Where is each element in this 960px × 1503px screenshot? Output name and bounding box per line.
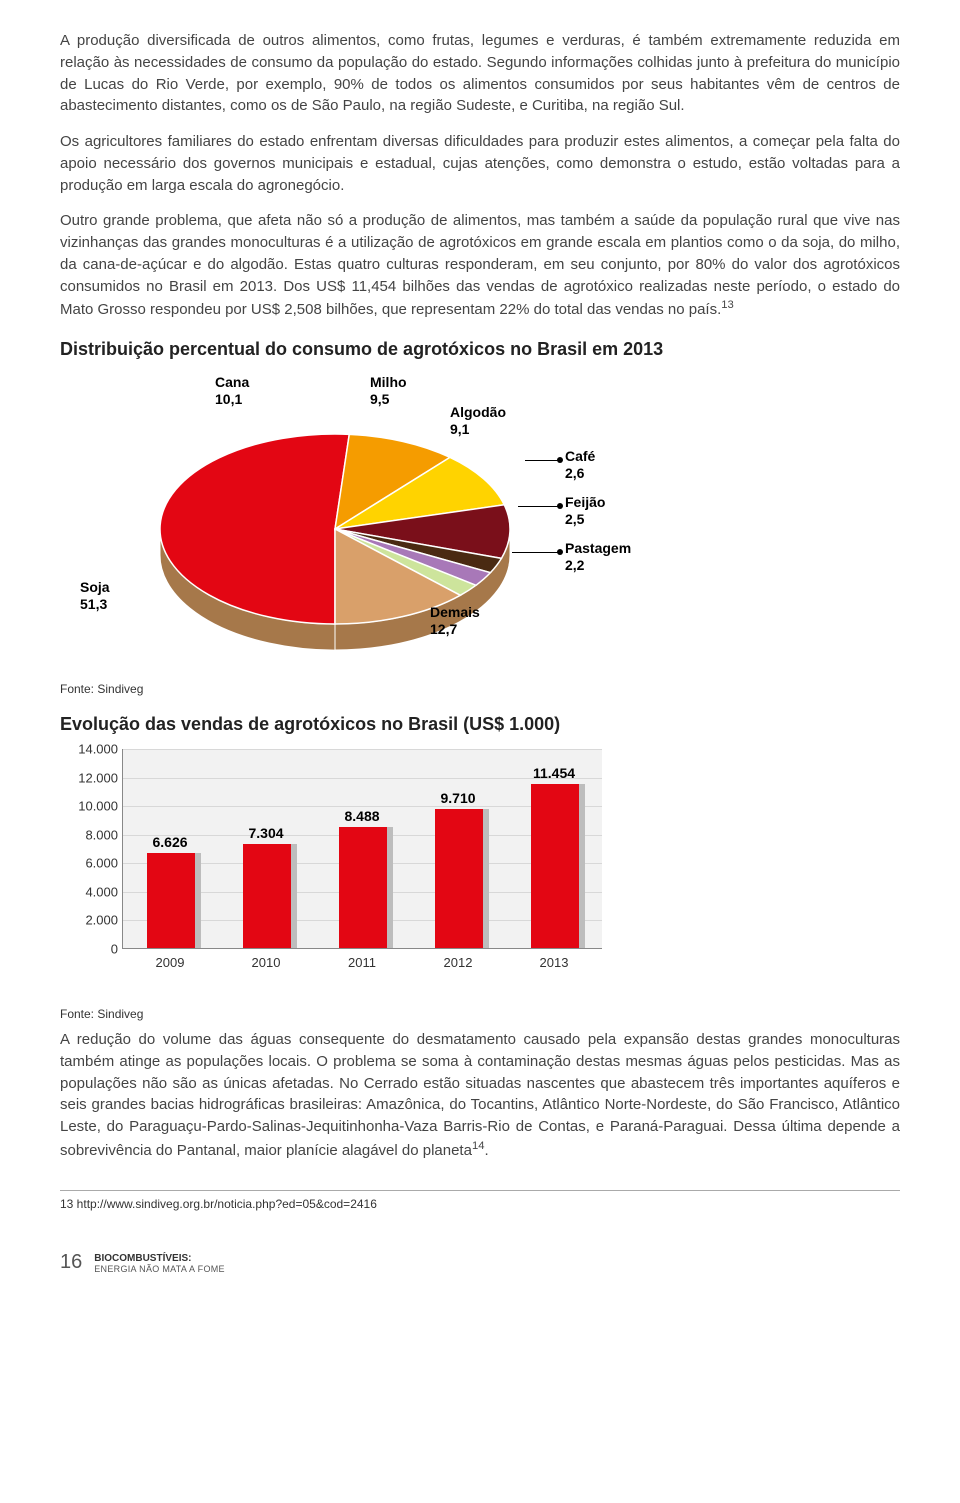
- sup-13: 13: [721, 299, 734, 311]
- paragraph-2: Os agricultores familiares do estado enf…: [60, 131, 900, 196]
- pie-slice-label: Demais12,7: [430, 604, 480, 638]
- paragraph-3-text: Outro grande problema, que afeta não só …: [60, 212, 900, 318]
- bar-plot-area: [122, 749, 602, 949]
- pie-slice-label: Pastagem2,2: [565, 540, 631, 574]
- pie-chart-source: Fonte: Sindiveg: [60, 682, 900, 696]
- bar-chart-title: Evolução das vendas de agrotóxicos no Br…: [60, 714, 900, 735]
- bar: [147, 853, 195, 948]
- pie-slice-label: Cana10,1: [215, 374, 249, 408]
- pie-slice-label: Soja51,3: [80, 579, 110, 613]
- pie-chart: Soja51,3Cana10,1Milho9,5Algodão9,1Café2,…: [120, 374, 760, 664]
- paragraph-4-end: .: [484, 1142, 488, 1159]
- sup-14: 14: [472, 1140, 485, 1152]
- publication-subtitle: ENERGIA NÃO MATA A FOME: [94, 1264, 225, 1274]
- pie-chart-title: Distribuição percentual do consumo de ag…: [60, 339, 900, 360]
- bar-ytick: 8.000: [60, 827, 118, 842]
- paragraph-4: A redução do volume das águas consequent…: [60, 1029, 900, 1162]
- bar-ytick: 0: [60, 942, 118, 957]
- bar-xtick: 2013: [540, 955, 569, 970]
- bar: [531, 784, 579, 948]
- bar-value-label: 6.626: [152, 834, 187, 850]
- bar-ytick: 10.000: [60, 799, 118, 814]
- bar-value-label: 9.710: [440, 790, 475, 806]
- publication-title: BIOCOMBUSTÍVEIS:: [94, 1253, 225, 1264]
- bar-value-label: 7.304: [248, 825, 283, 841]
- pie-slice-label: Café2,6: [565, 448, 595, 482]
- pie-slice-label: Milho9,5: [370, 374, 407, 408]
- bar-ytick: 2.000: [60, 913, 118, 928]
- bar-ytick: 14.000: [60, 742, 118, 757]
- paragraph-1: A produção diversificada de outros alime…: [60, 30, 900, 117]
- bar-chart: 02.0004.0006.0008.00010.00012.00014.0006…: [60, 749, 620, 989]
- bar-xtick: 2012: [444, 955, 473, 970]
- page-number: 16: [60, 1251, 82, 1274]
- bar-ytick: 6.000: [60, 856, 118, 871]
- bar-xtick: 2009: [156, 955, 185, 970]
- bar-ytick: 12.000: [60, 770, 118, 785]
- bar-value-label: 8.488: [344, 808, 379, 824]
- pie-slice-label: Feijão2,5: [565, 494, 605, 528]
- page-footer: 16 BIOCOMBUSTÍVEIS: ENERGIA NÃO MATA A F…: [60, 1251, 900, 1274]
- bar-value-label: 11.454: [533, 765, 575, 781]
- bar-chart-source: Fonte: Sindiveg: [60, 1007, 900, 1021]
- bar-xtick: 2010: [252, 955, 281, 970]
- paragraph-3: Outro grande problema, que afeta não só …: [60, 210, 900, 321]
- bar: [435, 809, 483, 948]
- bar: [243, 844, 291, 948]
- bar-ytick: 4.000: [60, 884, 118, 899]
- bar: [339, 827, 387, 948]
- footnote-13: 13 http://www.sindiveg.org.br/noticia.ph…: [60, 1190, 900, 1211]
- bar-xtick: 2011: [348, 955, 376, 970]
- pie-slice-label: Algodão9,1: [450, 404, 506, 438]
